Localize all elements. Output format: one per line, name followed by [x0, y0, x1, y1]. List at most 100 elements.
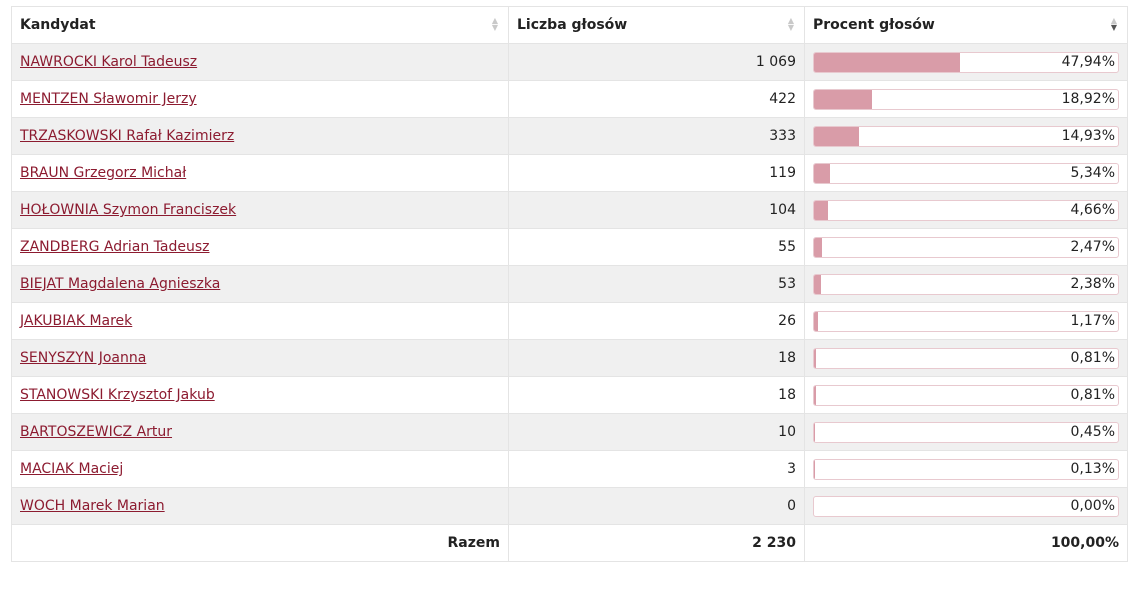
percent-value: 0,45% — [1070, 423, 1115, 440]
candidate-link[interactable]: MACIAK Maciej — [20, 461, 124, 477]
column-header-votes-label: Liczba głosów — [517, 17, 628, 33]
total-votes: 2 230 — [508, 524, 805, 562]
results-table: Kandydat ▲ ▼ Liczba głosów ▲ ▼ Procent gło… — [11, 6, 1128, 562]
percent-bar: 18,92% — [813, 88, 1119, 110]
table-row: NAWROCKI Karol Tadeusz 1 069 47,94% — [11, 43, 1128, 81]
percent-value: 0,81% — [1070, 386, 1115, 403]
percent-value: 1,17% — [1070, 312, 1115, 329]
table-header: Kandydat ▲ ▼ Liczba głosów ▲ ▼ Procent gło… — [11, 6, 1128, 44]
votes-cell: 0 — [508, 487, 805, 525]
percent-bar-fill — [814, 274, 822, 294]
table-row: ZANDBERG Adrian Tadeusz 55 2,47% — [11, 228, 1128, 266]
votes-cell: 104 — [508, 191, 805, 229]
percent-cell: 4,66% — [804, 191, 1128, 229]
column-header-candidate-label: Kandydat — [20, 17, 96, 33]
percent-cell: 14,93% — [804, 117, 1128, 155]
percent-bar: 0,00% — [813, 495, 1119, 517]
percent-value: 0,13% — [1070, 460, 1115, 477]
candidate-cell: BRAUN Grzegorz Michał — [11, 154, 509, 192]
candidate-link[interactable]: WOCH Marek Marian — [20, 498, 165, 514]
candidate-link[interactable]: STANOWSKI Krzysztof Jakub — [20, 387, 215, 403]
candidate-link[interactable]: TRZASKOWSKI Rafał Kazimierz — [20, 128, 235, 144]
percent-value: 14,93% — [1061, 127, 1115, 144]
percent-cell: 0,13% — [804, 450, 1128, 488]
candidate-cell: NAWROCKI Karol Tadeusz — [11, 43, 509, 81]
percent-bar: 5,34% — [813, 162, 1119, 184]
table-row: BRAUN Grzegorz Michał 119 5,34% — [11, 154, 1128, 192]
candidate-cell: BIEJAT Magdalena Agnieszka — [11, 265, 509, 303]
candidate-link[interactable]: BARTOSZEWICZ Artur — [20, 424, 173, 440]
percent-bar: 2,47% — [813, 236, 1119, 258]
table-row: BARTOSZEWICZ Artur 10 0,45% — [11, 413, 1128, 451]
table-row: JAKUBIAK Marek 26 1,17% — [11, 302, 1128, 340]
candidate-link[interactable]: HOŁOWNIA Szymon Franciszek — [20, 202, 237, 218]
percent-value: 2,38% — [1070, 275, 1115, 292]
votes-cell: 1 069 — [508, 43, 805, 81]
percent-cell: 18,92% — [804, 80, 1128, 118]
percent-bar-fill — [814, 422, 816, 442]
percent-value: 0,81% — [1070, 349, 1115, 366]
percent-cell: 5,34% — [804, 154, 1128, 192]
percent-cell: 0,00% — [804, 487, 1128, 525]
results-table-container: Kandydat ▲ ▼ Liczba głosów ▲ ▼ Procent gło… — [11, 6, 1128, 562]
votes-cell: 422 — [508, 80, 805, 118]
candidate-cell: BARTOSZEWICZ Artur — [11, 413, 509, 451]
candidate-cell: SENYSZYN Joanna — [11, 339, 509, 377]
total-row: Razem 2 230 100,00% — [11, 524, 1128, 562]
percent-bar-fill — [814, 348, 817, 368]
percent-value: 4,66% — [1070, 201, 1115, 218]
votes-cell: 18 — [508, 376, 805, 414]
votes-cell: 55 — [508, 228, 805, 266]
table-row: MENTZEN Sławomir Jerzy 422 18,92% — [11, 80, 1128, 118]
percent-bar-fill — [814, 89, 872, 109]
votes-cell: 26 — [508, 302, 805, 340]
percent-bar: 47,94% — [813, 51, 1119, 73]
table-row: TRZASKOWSKI Rafał Kazimierz 333 14,93% — [11, 117, 1128, 155]
percent-value: 5,34% — [1070, 164, 1115, 181]
table-row: SENYSZYN Joanna 18 0,81% — [11, 339, 1128, 377]
percent-bar: 0,13% — [813, 458, 1119, 480]
sort-icon[interactable]: ▲ ▼ — [787, 16, 794, 32]
header-row: Kandydat ▲ ▼ Liczba głosów ▲ ▼ Procent gło… — [11, 6, 1128, 44]
candidate-cell: TRZASKOWSKI Rafał Kazimierz — [11, 117, 509, 155]
percent-bar-fill — [814, 52, 960, 72]
percent-cell: 0,81% — [804, 339, 1128, 377]
candidate-link[interactable]: ZANDBERG Adrian Tadeusz — [20, 239, 210, 255]
candidate-link[interactable]: NAWROCKI Karol Tadeusz — [20, 54, 198, 70]
candidate-link[interactable]: BRAUN Grzegorz Michał — [20, 165, 187, 181]
percent-bar-fill — [814, 385, 817, 405]
table-row: BIEJAT Magdalena Agnieszka 53 2,38% — [11, 265, 1128, 303]
table-body: NAWROCKI Karol Tadeusz 1 069 47,94% MENTZEN… — [11, 43, 1128, 525]
candidate-link[interactable]: MENTZEN Sławomir Jerzy — [20, 91, 197, 107]
candidate-link[interactable]: JAKUBIAK Marek — [20, 313, 133, 329]
percent-bar: 2,38% — [813, 273, 1119, 295]
percent-value: 2,47% — [1070, 238, 1115, 255]
candidate-cell: STANOWSKI Krzysztof Jakub — [11, 376, 509, 414]
votes-cell: 53 — [508, 265, 805, 303]
candidate-cell: HOŁOWNIA Szymon Franciszek — [11, 191, 509, 229]
percent-bar: 14,93% — [813, 125, 1119, 147]
table-footer: Razem 2 230 100,00% — [11, 524, 1128, 562]
votes-cell: 18 — [508, 339, 805, 377]
votes-cell: 333 — [508, 117, 805, 155]
percent-bar-fill — [814, 200, 829, 220]
votes-cell: 10 — [508, 413, 805, 451]
column-header-votes[interactable]: Liczba głosów ▲ ▼ — [508, 6, 805, 44]
candidate-cell: MENTZEN Sławomir Jerzy — [11, 80, 509, 118]
percent-value: 47,94% — [1061, 53, 1115, 70]
percent-cell: 2,38% — [804, 265, 1128, 303]
column-header-candidate[interactable]: Kandydat ▲ ▼ — [11, 6, 509, 44]
votes-cell: 3 — [508, 450, 805, 488]
percent-cell: 2,47% — [804, 228, 1128, 266]
candidate-cell: WOCH Marek Marian — [11, 487, 509, 525]
percent-cell: 0,81% — [804, 376, 1128, 414]
sort-desc-icon[interactable]: ▲ ▼ — [1110, 16, 1117, 32]
table-row: MACIAK Maciej 3 0,13% — [11, 450, 1128, 488]
total-percent: 100,00% — [804, 524, 1128, 562]
percent-cell: 1,17% — [804, 302, 1128, 340]
candidate-cell: MACIAK Maciej — [11, 450, 509, 488]
sort-icon[interactable]: ▲ ▼ — [491, 16, 498, 32]
candidate-link[interactable]: BIEJAT Magdalena Agnieszka — [20, 276, 221, 292]
candidate-link[interactable]: SENYSZYN Joanna — [20, 350, 147, 366]
column-header-percent[interactable]: Procent głosów ▲ ▼ — [804, 6, 1128, 44]
